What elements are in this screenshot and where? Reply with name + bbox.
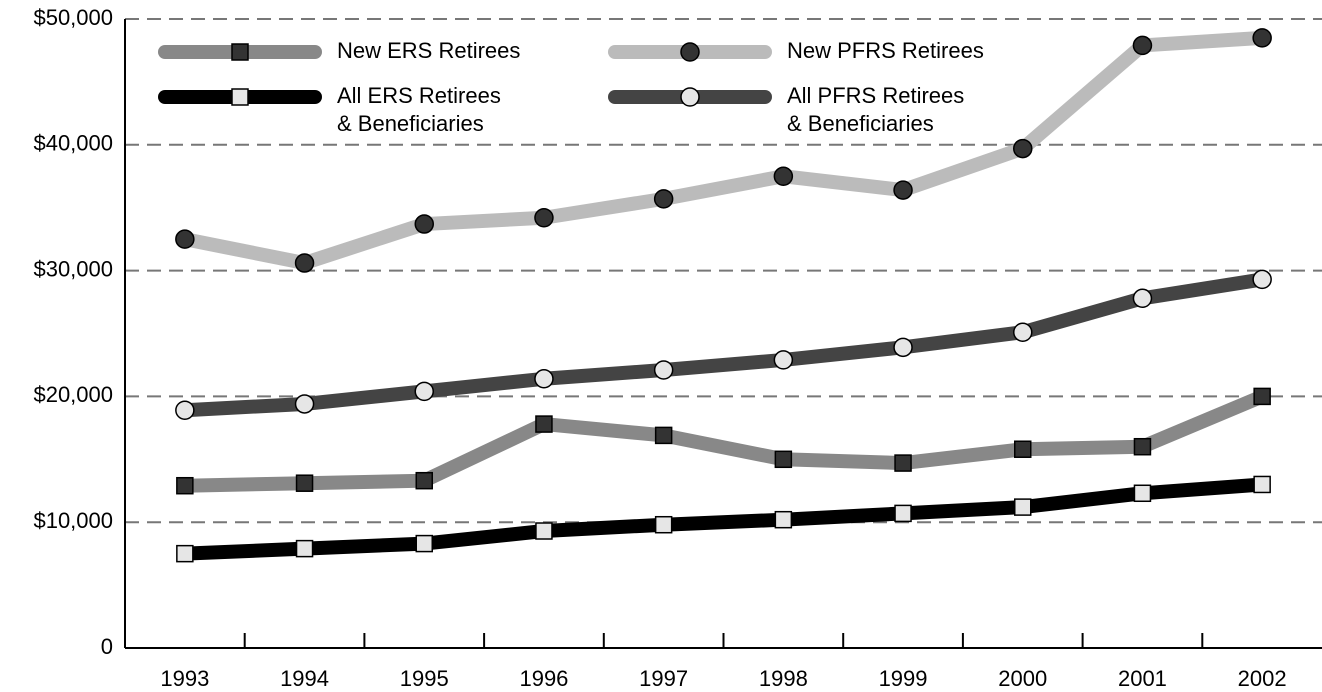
series-line <box>177 30 1270 271</box>
marker <box>176 544 194 563</box>
marker <box>1253 387 1271 406</box>
x-tick-label: 1995 <box>400 666 449 691</box>
legend-label: All PFRS Retirees & Beneficiaries <box>787 83 964 136</box>
x-tick-label: 1998 <box>759 666 808 691</box>
marker <box>774 510 793 529</box>
marker <box>415 471 433 490</box>
marker <box>893 337 913 358</box>
marker <box>534 208 554 228</box>
legend-label: New ERS Retirees <box>337 38 520 63</box>
x-tick-label: 1994 <box>280 666 329 691</box>
series-line <box>177 389 1270 493</box>
y-tick-label: $30,000 <box>33 256 113 281</box>
marker <box>653 360 674 380</box>
marker <box>1014 440 1032 458</box>
x-tick-label: 1996 <box>519 666 568 691</box>
legend-marker <box>680 87 700 107</box>
marker <box>534 369 554 389</box>
marker <box>894 504 912 523</box>
x-tick-label: 2000 <box>998 666 1047 691</box>
marker <box>415 534 433 553</box>
marker <box>773 166 794 186</box>
marker <box>535 415 553 433</box>
y-tick-label: $10,000 <box>33 508 113 533</box>
marker <box>1013 322 1033 342</box>
legend-marker <box>231 88 249 106</box>
marker <box>294 253 315 273</box>
series-line <box>177 272 1270 418</box>
y-tick-label: $50,000 <box>33 5 113 30</box>
marker <box>1133 437 1152 456</box>
marker <box>774 450 793 469</box>
legend-marker <box>231 43 249 61</box>
marker <box>176 476 194 495</box>
marker <box>1252 269 1272 290</box>
x-tick-label: 2001 <box>1118 666 1167 691</box>
y-tick-label: $40,000 <box>33 131 113 156</box>
marker <box>1013 138 1033 159</box>
marker <box>893 180 913 200</box>
x-tick-label: 1997 <box>639 666 688 691</box>
marker <box>1133 484 1152 503</box>
marker <box>295 474 314 492</box>
marker <box>894 454 912 472</box>
marker <box>414 214 434 234</box>
legend-label: All ERS Retirees & Beneficiaries <box>337 83 501 136</box>
marker <box>1132 288 1153 309</box>
marker <box>773 350 794 370</box>
marker <box>1252 28 1272 48</box>
marker <box>1132 35 1153 56</box>
x-tick-label: 2002 <box>1238 666 1287 691</box>
marker <box>654 426 673 445</box>
x-tick-label: 1999 <box>879 666 928 691</box>
legend-label: New PFRS Retirees <box>787 38 984 63</box>
marker <box>654 515 673 534</box>
legend-marker <box>680 42 700 62</box>
marker <box>175 400 195 420</box>
marker <box>535 522 553 540</box>
series-line <box>177 477 1270 561</box>
y-tick-label: $20,000 <box>33 382 113 407</box>
y-tick-label: 0 <box>101 634 113 659</box>
marker <box>1253 475 1271 494</box>
marker <box>295 539 314 558</box>
marker <box>175 229 195 249</box>
marker <box>414 381 434 402</box>
marker <box>653 189 674 209</box>
marker <box>294 394 315 414</box>
marker <box>1014 498 1032 516</box>
x-tick-label: 1993 <box>160 666 209 691</box>
